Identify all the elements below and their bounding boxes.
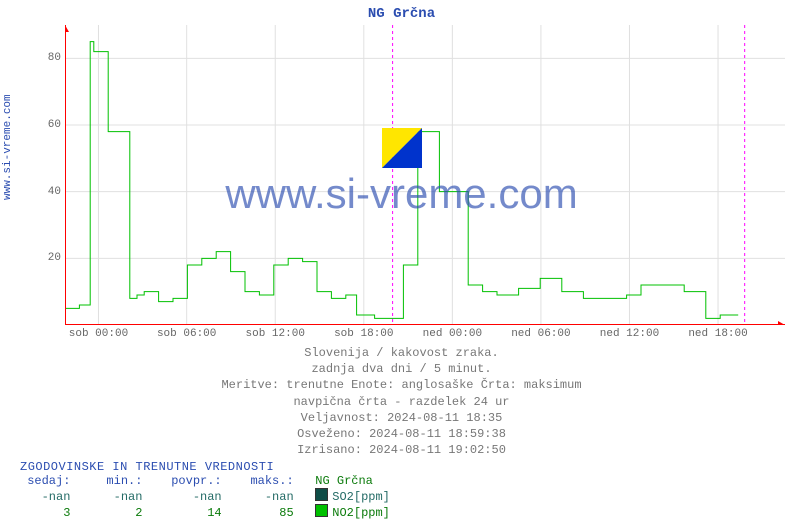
- x-tick-label: sob 00:00: [69, 328, 128, 340]
- y-tick-label: 60: [35, 119, 61, 131]
- stats-data-row: 3 2 14 85 NO2[ppm]: [20, 504, 390, 520]
- y-tick-label: 40: [35, 186, 61, 198]
- y-tick-label: 20: [35, 252, 61, 264]
- footer-line: Slovenija / kakovost zraka.: [0, 345, 803, 361]
- footer-line: navpična črta - razdelek 24 ur: [0, 394, 803, 410]
- x-tick-label: sob 06:00: [157, 328, 216, 340]
- x-tick-label: ned 06:00: [511, 328, 570, 340]
- x-tick-label: sob 12:00: [246, 328, 305, 340]
- x-tick-label: sob 18:00: [334, 328, 393, 340]
- stats-table: ZGODOVINSKE IN TRENUTNE VREDNOSTI sedaj:…: [20, 460, 390, 520]
- plot-area: [65, 25, 785, 325]
- stats-header-row: sedaj: min.: povpr.: maks.: NG Grčna: [20, 474, 390, 488]
- legend-swatch: [315, 504, 328, 517]
- x-tick-label: ned 12:00: [600, 328, 659, 340]
- y-axis-label: www.si-vreme.com: [2, 94, 14, 200]
- chart-svg: [65, 25, 785, 325]
- stats-title: ZGODOVINSKE IN TRENUTNE VREDNOSTI: [20, 460, 390, 474]
- x-tick-label: ned 00:00: [423, 328, 482, 340]
- footer-line: Veljavnost: 2024-08-11 18:35: [0, 410, 803, 426]
- footer-line: Izrisano: 2024-08-11 19:02:50: [0, 442, 803, 458]
- chart-title: NG Grčna: [0, 6, 803, 22]
- x-tick-label: ned 18:00: [688, 328, 747, 340]
- stats-data-row: -nan -nan -nan -nan SO2[ppm]: [20, 488, 390, 504]
- footer-line: zadnja dva dni / 5 minut.: [0, 361, 803, 377]
- footer-line: Meritve: trenutne Enote: anglosaške Črta…: [0, 377, 803, 393]
- chart-footer: Slovenija / kakovost zraka.zadnja dva dn…: [0, 345, 803, 458]
- legend-swatch: [315, 488, 328, 501]
- footer-line: Osveženo: 2024-08-11 18:59:38: [0, 426, 803, 442]
- y-tick-label: 80: [35, 52, 61, 64]
- chart-container: { "title": "NG Grčna", "ylabel": "www.si…: [0, 0, 803, 522]
